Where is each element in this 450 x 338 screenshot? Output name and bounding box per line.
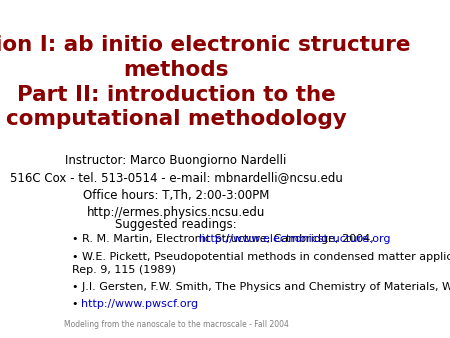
Text: Modeling from the nanoscale to the macroscale - Fall 2004: Modeling from the nanoscale to the macro… bbox=[63, 320, 288, 329]
Text: Suggested readings:: Suggested readings: bbox=[115, 218, 237, 231]
Text: http://www.electronicstructure.org: http://www.electronicstructure.org bbox=[199, 234, 391, 244]
Text: Instructor: Marco Buongiorno Nardelli
516C Cox - tel. 513-0514 - e-mail: mbnarde: Instructor: Marco Buongiorno Nardelli 51… bbox=[9, 154, 342, 219]
Text: http://www.pwscf.org: http://www.pwscf.org bbox=[81, 299, 198, 309]
Text: • J.I. Gersten, F.W. Smith, The Physics and Chemistry of Materials, Wiley, 2001: • J.I. Gersten, F.W. Smith, The Physics … bbox=[72, 282, 450, 292]
Text: • R. M. Martin, Electronic Structure, Cambridge, 2004,: • R. M. Martin, Electronic Structure, Ca… bbox=[72, 234, 377, 244]
Text: • W.E. Pickett, Pseudopotential methods in condensed matter applications, Comp. : • W.E. Pickett, Pseudopotential methods … bbox=[72, 252, 450, 275]
Text: Section I: ab initio electronic structure
methods
Part II: introduction to the
c: Section I: ab initio electronic structur… bbox=[0, 35, 410, 129]
Text: •: • bbox=[72, 299, 81, 309]
